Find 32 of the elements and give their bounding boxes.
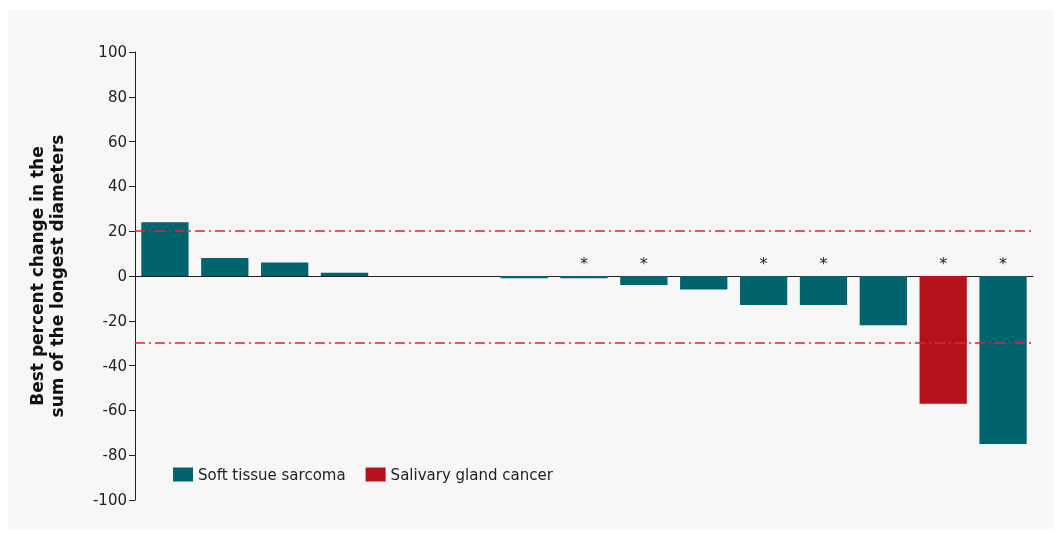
y-tick-label: -100 xyxy=(92,491,127,509)
y-tick-label: 40 xyxy=(107,177,127,196)
data-label: * xyxy=(939,253,948,273)
data-label: * xyxy=(580,253,588,273)
data-label: * xyxy=(639,253,648,273)
y-tick-label: 100 xyxy=(98,43,127,61)
bar xyxy=(859,276,907,326)
bar xyxy=(620,276,668,285)
legend-label: Salivary gland cancer xyxy=(390,465,554,484)
y-tick-label: -80 xyxy=(102,446,127,465)
bar xyxy=(141,222,189,276)
bar xyxy=(201,258,249,276)
y-tick-label: -40 xyxy=(102,356,127,375)
y-tick-label: 80 xyxy=(107,87,127,106)
legend-label: Soft tissue sarcoma xyxy=(198,465,346,484)
bar xyxy=(261,262,309,276)
data-label: * xyxy=(759,253,768,273)
data-label: * xyxy=(999,253,1008,273)
bar xyxy=(680,276,728,290)
y-tick-label: 0 xyxy=(117,267,127,285)
bar xyxy=(739,276,788,306)
y-axis-title: Best percent change in the sum of the longest diameters xyxy=(27,134,67,418)
bar xyxy=(500,276,548,279)
y-tick-label: -20 xyxy=(102,311,127,330)
bar xyxy=(919,276,967,404)
data-label: * xyxy=(819,253,828,273)
bar xyxy=(979,276,1027,444)
y-tick-label: -60 xyxy=(102,401,127,420)
y-tick-label: 60 xyxy=(107,132,127,151)
y-tick-label: 20 xyxy=(107,222,127,241)
bar xyxy=(560,276,608,279)
bar xyxy=(799,276,848,306)
